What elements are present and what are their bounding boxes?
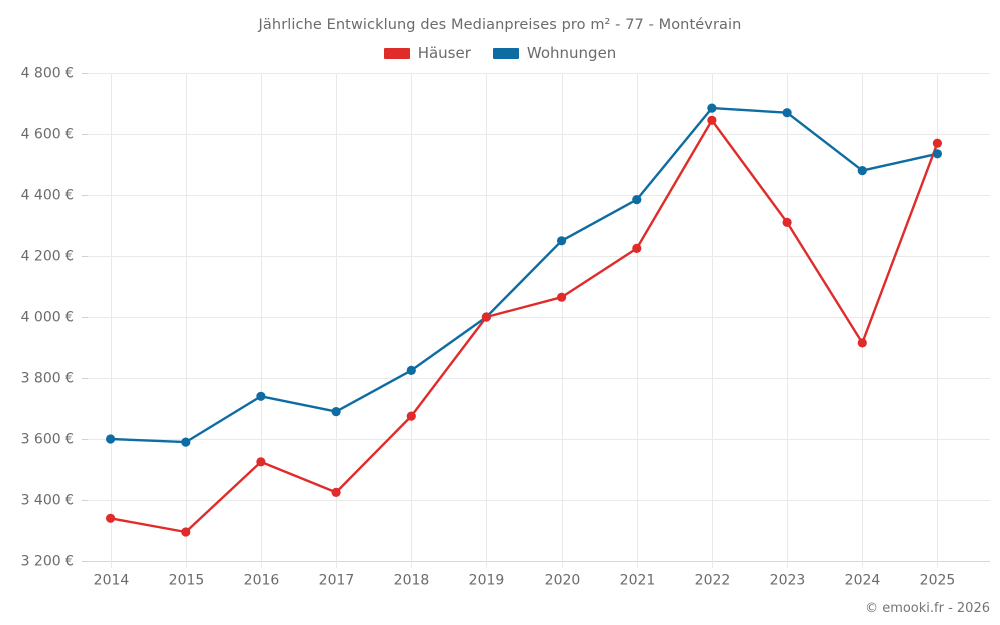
x-tick-label: 2015: [169, 573, 205, 589]
x-tick-label: 2017: [319, 573, 355, 589]
x-axis-labels: 2014 2015 2016 2017 2018 2019 2020 2021 2022 2023…: [94, 573, 956, 589]
data-point[interactable]: [782, 108, 792, 118]
data-point[interactable]: [857, 338, 867, 348]
y-gridlines: [82, 73, 990, 562]
data-point[interactable]: [331, 487, 341, 497]
x-tick-label: 2023: [770, 573, 806, 589]
y-tick-label: 4 600 €: [21, 127, 74, 143]
chart-title: Jährliche Entwicklung des Medianpreises …: [258, 17, 742, 33]
data-point[interactable]: [932, 149, 943, 159]
data-point[interactable]: [106, 513, 116, 523]
data-point[interactable]: [406, 411, 416, 421]
copyright-credit: © emooki.fr - 2026: [865, 601, 990, 616]
data-point[interactable]: [256, 391, 266, 401]
data-point[interactable]: [632, 195, 642, 205]
x-tick-label: 2020: [545, 573, 581, 589]
data-point[interactable]: [932, 138, 943, 148]
series-line-häuser: [109, 119, 939, 534]
y-tick-label: 3 800 €: [21, 371, 74, 387]
x-tick-label: 2019: [469, 573, 505, 589]
legend-color-swatch-wohnungen: [492, 47, 519, 59]
data-point[interactable]: [181, 437, 191, 447]
series-line-wohnungen: [109, 106, 939, 444]
series-lines: [109, 106, 939, 534]
y-tick-label: 3 400 €: [21, 493, 74, 509]
legend-item-wohnungen[interactable]: Wohnungen: [492, 44, 617, 62]
y-tick-label: 3 200 €: [21, 554, 74, 570]
data-point[interactable]: [707, 103, 717, 113]
data-point[interactable]: [557, 292, 567, 302]
x-tick-label: 2022: [695, 573, 731, 589]
x-tickmarks: [111, 73, 938, 568]
data-point[interactable]: [632, 243, 642, 253]
legend-color-swatch-hauser: [383, 47, 410, 59]
x-tick-label: 2014: [94, 573, 130, 589]
y-tick-label: 4 200 €: [21, 249, 74, 265]
data-point[interactable]: [181, 527, 191, 537]
data-point[interactable]: [481, 312, 491, 322]
series-points: [106, 103, 943, 537]
x-tick-label: 2021: [620, 573, 656, 589]
y-axis-labels: 3 200 € 3 400 € 3 600 € 3 800 € 4 000 € 4 200…: [21, 66, 74, 570]
data-point[interactable]: [857, 166, 867, 176]
y-tick-label: 3 600 €: [21, 432, 74, 448]
data-point[interactable]: [331, 407, 341, 417]
chart-legend: Häuser Wohnungen: [0, 44, 1000, 62]
x-tick-label: 2018: [394, 573, 430, 589]
y-tick-label: 4 800 €: [21, 66, 74, 82]
data-point[interactable]: [106, 434, 116, 444]
x-tick-label: 2025: [920, 573, 956, 589]
legend-label-hauser: Häuser: [417, 44, 471, 62]
data-point[interactable]: [707, 115, 717, 125]
y-tick-label: 4 400 €: [21, 188, 74, 204]
x-tick-label: 2024: [845, 573, 881, 589]
data-point[interactable]: [256, 457, 266, 467]
legend-item-hauser[interactable]: Häuser: [383, 44, 471, 62]
legend-label-wohnungen: Wohnungen: [526, 44, 617, 62]
data-point[interactable]: [782, 217, 792, 227]
data-point[interactable]: [406, 365, 416, 375]
y-tick-label: 4 000 €: [21, 310, 74, 326]
x-tick-label: 2016: [244, 573, 280, 589]
data-point[interactable]: [557, 236, 567, 246]
